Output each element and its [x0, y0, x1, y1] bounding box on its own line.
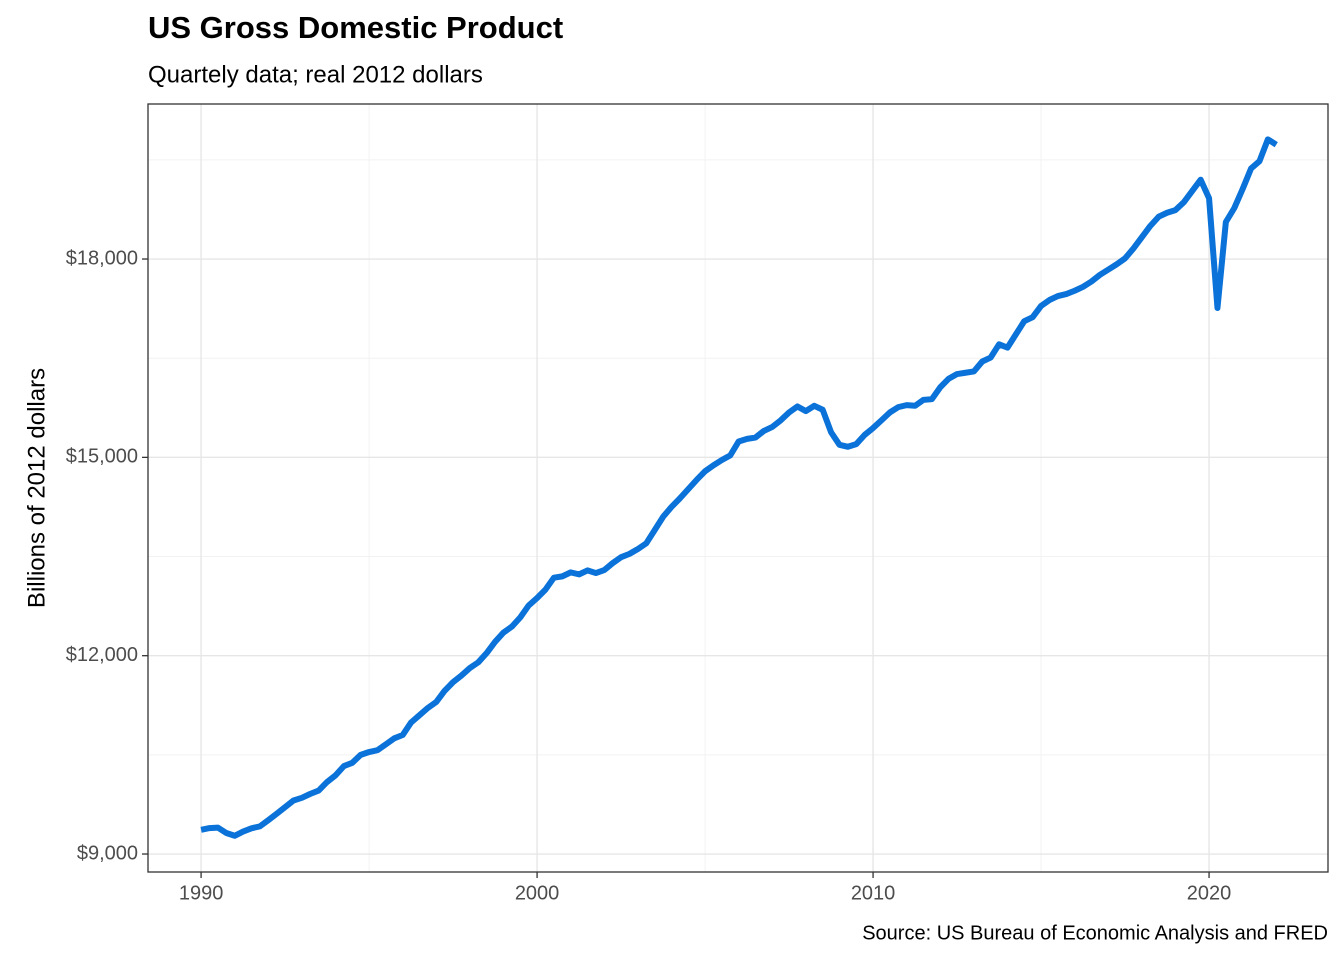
chart-subtitle: Quartely data; real 2012 dollars: [148, 61, 483, 88]
grid: [148, 104, 1328, 872]
plot-area: [200, 136, 1278, 839]
x-tick-label: 2020: [1187, 882, 1232, 904]
x-tick-label: 2010: [851, 882, 896, 904]
chart-title: US Gross Domestic Product: [148, 10, 563, 45]
y-tick-label: $18,000: [66, 247, 138, 269]
y-tick-label: $9,000: [77, 842, 138, 864]
y-axis-label: Billions of 2012 dollars: [23, 368, 50, 608]
x-tick-label: 1990: [179, 882, 224, 904]
data-line: [200, 136, 1278, 839]
y-tick-label: $12,000: [66, 644, 138, 666]
x-tick-label: 2000: [515, 882, 560, 904]
panel-border: [147, 103, 1329, 873]
caption: Source: US Bureau of Economic Analysis a…: [862, 922, 1328, 944]
y-tick-label: $15,000: [66, 446, 138, 468]
